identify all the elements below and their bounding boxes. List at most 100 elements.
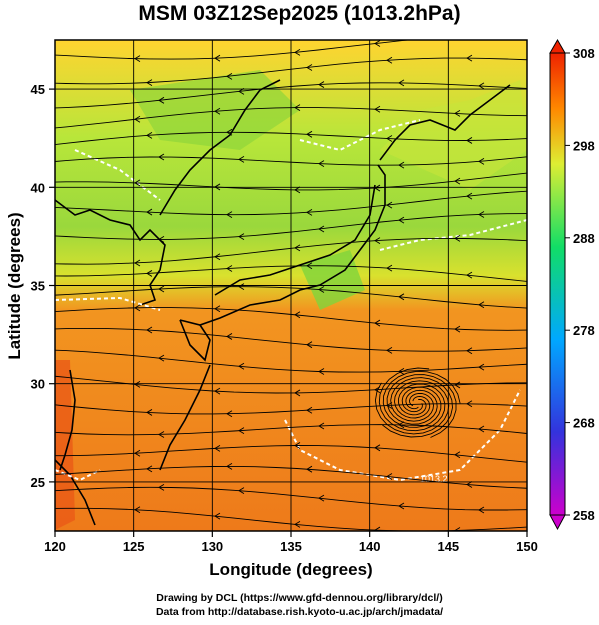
streamline-arrow <box>134 449 141 457</box>
streamline-arrow <box>294 104 301 111</box>
streamline <box>55 445 527 463</box>
colorbar: 258 268 278 288 298 308 <box>549 38 595 531</box>
streamline-arrow <box>146 132 153 139</box>
streamline-arrow <box>478 211 485 218</box>
streamline-arrow <box>386 201 393 209</box>
streamline-arrow <box>294 311 301 319</box>
streamline-arrow <box>238 427 245 435</box>
streamline-arrow <box>466 192 473 200</box>
typhoon-vortex <box>374 367 461 438</box>
streamline-arrow <box>146 326 153 334</box>
streamline-arrow <box>398 367 405 375</box>
streamline-arrow <box>306 130 313 138</box>
streamline-arrow <box>214 512 221 520</box>
vortex-spiral <box>382 370 461 428</box>
streamline-arrow <box>134 304 141 312</box>
colorbar-tick-label: 308 <box>573 46 595 61</box>
streamline-arrow <box>158 236 165 243</box>
streamline-arrow <box>478 301 485 309</box>
streamline-arrow <box>374 319 381 327</box>
streamline-arrow <box>226 410 233 418</box>
streamline-arrow <box>374 40 381 47</box>
isobar-contours <box>55 119 527 482</box>
streamline-arrow <box>226 265 233 272</box>
streamline-arrow <box>134 115 141 123</box>
streamline-arrow <box>306 64 313 71</box>
streamline-arrow <box>134 381 141 388</box>
x-tick-label: 130 <box>201 539 223 554</box>
streamline-arrow <box>398 502 405 510</box>
streamline-arrow <box>158 96 165 104</box>
y-axis-ticks: 25 30 35 40 45 <box>31 82 55 490</box>
streamline-arrow <box>238 156 245 163</box>
streamline-arrow <box>158 483 165 491</box>
streamline-arrow <box>466 54 473 62</box>
streamline <box>55 403 527 415</box>
x-axis-label: Longitude (degrees) <box>209 560 372 579</box>
streamline-arrow <box>306 465 313 473</box>
streamline <box>55 131 527 146</box>
coast-kyushu <box>179 319 211 362</box>
streamline-arrow <box>374 526 381 531</box>
streamline-arrow <box>158 153 165 161</box>
streamline-arrow <box>294 389 301 397</box>
streamline-arrow <box>146 208 153 216</box>
streamline-arrow <box>454 381 461 389</box>
isobar-3 <box>55 296 161 311</box>
isobar-1 <box>74 149 161 201</box>
streamline <box>55 486 527 511</box>
streamline-arrow <box>466 347 473 355</box>
streamline-arrow <box>454 235 461 242</box>
streamline-arrow <box>226 211 233 219</box>
streamline-arrow <box>454 451 461 459</box>
streamline-arrow <box>146 409 153 416</box>
streamline <box>55 172 527 191</box>
streamline-arrow <box>318 225 325 233</box>
streamline-arrow <box>398 293 405 301</box>
streamline <box>55 156 527 166</box>
streamline-arrow <box>386 135 393 142</box>
y-tick-label: 45 <box>31 82 45 97</box>
figure: 1013.2 120 125 130 135 140 145 150 2530354045 … <box>5 38 595 579</box>
streamline-arrow <box>374 444 381 452</box>
streamline-arrow <box>374 105 381 113</box>
streamline-arrow <box>158 285 165 293</box>
streamline-arrow <box>478 363 485 371</box>
x-axis-ticks: 120 125 130 135 140 145 150 <box>44 531 538 554</box>
vortex-spiral <box>374 380 450 435</box>
streamline-arrow <box>294 442 301 449</box>
streamline-arrow <box>226 463 233 470</box>
streamline-arrow <box>134 506 141 514</box>
isobar-6 <box>379 219 527 251</box>
streamline <box>55 107 527 129</box>
map-field: 1013.2 <box>55 40 527 531</box>
streamline-arrow <box>478 506 485 514</box>
streamline <box>55 424 527 436</box>
streamline-arrow <box>214 107 221 115</box>
streamline-arrow <box>294 186 301 194</box>
streamline-arrow <box>134 179 141 187</box>
streamline-arrow <box>226 128 233 136</box>
streamline <box>55 57 527 85</box>
streamline <box>55 82 527 109</box>
colorbar-bottom-arrow <box>549 514 566 531</box>
y-tick-label: 35 <box>31 279 45 294</box>
streamline-arrow <box>454 325 461 333</box>
streamline-arrow <box>386 402 393 409</box>
streamline-arrow <box>318 422 325 430</box>
credits-data: Data from http://database.rish.kyoto-u.a… <box>155 606 444 618</box>
coast-primorye <box>159 79 281 216</box>
streamline-arrow <box>374 184 381 192</box>
streamline-arrow <box>226 333 233 340</box>
streamline-arrow <box>214 253 221 261</box>
vortex-spiral <box>382 377 453 438</box>
streamline-arrow <box>306 262 313 270</box>
streamline-arrow <box>158 431 165 438</box>
streamline-arrow <box>466 271 473 279</box>
streamline-arrow <box>466 481 473 488</box>
x-tick-label: 125 <box>123 539 145 554</box>
streamline <box>55 465 527 489</box>
x-tick-label: 145 <box>437 539 459 554</box>
y-tick-label: 40 <box>31 180 45 195</box>
coast-hokkaido <box>379 84 511 161</box>
